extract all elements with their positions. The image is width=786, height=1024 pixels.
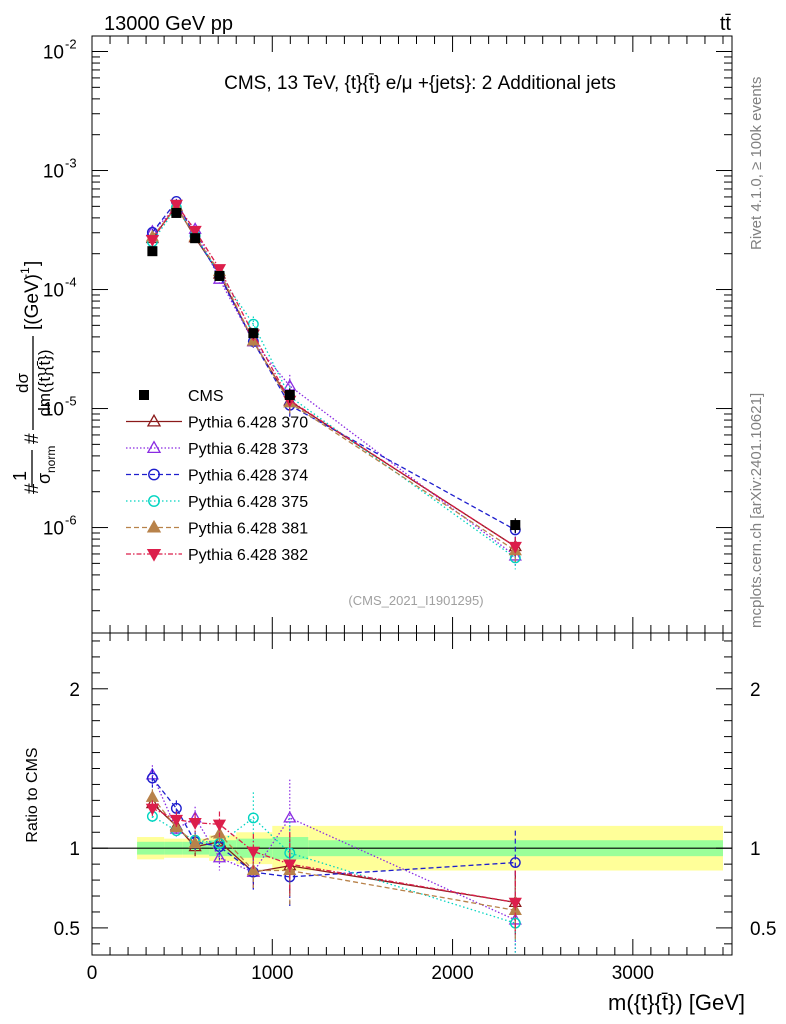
legend-label: Pythia 6.428 375 bbox=[188, 494, 308, 511]
legend-label: Pythia 6.428 381 bbox=[188, 521, 308, 538]
ylabel-frac1-num: 1 bbox=[10, 471, 30, 481]
ylabel-frac1-den-sub: norm bbox=[44, 446, 58, 473]
ratio-series-point bbox=[509, 857, 521, 868]
legend-marker bbox=[146, 548, 162, 562]
ratio-series-point bbox=[247, 812, 259, 824]
legend: CMS Pythia 6.428 370 Pythia 6.428 373 Pythi… bbox=[126, 388, 308, 564]
ratio-y-tick-label-right: 2 bbox=[750, 680, 761, 701]
main-y-tick-label-exp: -5 bbox=[65, 394, 77, 409]
legend-item: Pythia 6.428 374 bbox=[126, 468, 308, 485]
ylabel-hash-1: # bbox=[22, 483, 43, 494]
ratio-y-tick-label: 2 bbox=[69, 680, 80, 701]
main-y-tick-label-exp: -3 bbox=[65, 156, 77, 171]
main-y-tick-label: 10 bbox=[43, 281, 64, 302]
main-data-layer bbox=[147, 207, 521, 533]
x-tick-label: 1000 bbox=[251, 963, 293, 984]
data-point bbox=[284, 389, 295, 400]
ratio-y-tick-label: 0.5 bbox=[54, 919, 80, 940]
legend-item: Pythia 6.428 382 bbox=[126, 547, 308, 564]
data-point bbox=[214, 270, 225, 281]
ratio-series-point bbox=[283, 810, 297, 823]
legend-marker bbox=[146, 413, 162, 427]
plot-title: CMS, 13 TeV, {t}{t̄} e/μ +{jets}: 2 Addi… bbox=[224, 73, 616, 94]
ylabel-hash-2: # bbox=[22, 433, 43, 444]
ratio-series-point bbox=[246, 846, 260, 859]
rivet-version-label: Rivet 4.1.0, ≥ 100k events bbox=[748, 77, 765, 250]
data-point bbox=[190, 233, 201, 244]
ratio-series-point bbox=[188, 836, 202, 849]
ylabel-frac2-den: dm({t}{t̄}) bbox=[35, 349, 54, 416]
x-tick-label: 2000 bbox=[431, 963, 473, 984]
ylabel-frac2-num: dσ bbox=[13, 373, 32, 393]
main-y-tick-label-exp: -6 bbox=[65, 513, 77, 528]
main-series-layer bbox=[145, 195, 522, 570]
main-y-tick-label: 10 bbox=[43, 519, 64, 540]
ratio-series-point bbox=[145, 790, 160, 802]
ratio-series-point bbox=[188, 818, 202, 830]
data-point bbox=[248, 328, 259, 339]
main-series-point bbox=[188, 225, 202, 238]
main-series-point bbox=[145, 235, 160, 247]
legend-label: Pythia 6.428 373 bbox=[188, 441, 308, 458]
main-series-point bbox=[508, 541, 522, 554]
legend-item-data: CMS bbox=[139, 388, 224, 405]
ylabel-unit-exp: -1 bbox=[18, 267, 32, 278]
main-series-point bbox=[212, 264, 227, 276]
ratio-series-point bbox=[508, 897, 522, 910]
main-series-point bbox=[169, 199, 183, 212]
data-point bbox=[510, 520, 521, 531]
main-y-tick-label: 10 bbox=[43, 43, 64, 64]
ratio-series-point bbox=[212, 819, 227, 832]
ylabel-unit: [(GeV) bbox=[22, 274, 43, 330]
header-process-label: tt̄ bbox=[720, 13, 732, 35]
legend-marker bbox=[146, 519, 162, 533]
legend-marker bbox=[148, 468, 160, 481]
ratio-y-tick-label-right: 0.5 bbox=[750, 919, 776, 940]
ratio-series-layer bbox=[145, 765, 522, 955]
legend-marker bbox=[148, 495, 160, 507]
data-point bbox=[147, 246, 158, 257]
ratio-series-point bbox=[212, 850, 227, 863]
header-beam-label: 13000 GeV pp bbox=[104, 13, 233, 35]
mcplots-label: mcplots.cern.ch [arXiv:2401.10621] bbox=[748, 393, 765, 628]
ratio-plot-frame bbox=[91, 632, 733, 956]
ratio-y-tick-label: 1 bbox=[69, 839, 80, 860]
main-y-tick-label: 10 bbox=[43, 162, 64, 183]
legend-label: Pythia 6.428 370 bbox=[188, 415, 308, 432]
analysis-id: (CMS_2021_I1901295) bbox=[348, 593, 483, 608]
legend-label: Pythia 6.428 382 bbox=[188, 547, 308, 564]
ratio-series-point bbox=[145, 803, 160, 816]
ratio-series-point bbox=[169, 814, 183, 827]
legend-data-marker bbox=[139, 390, 149, 400]
ratio-axes: 0 1000 2000 3000 0.5 0.5 1 1 2 2 bbox=[54, 633, 776, 984]
main-axes: 10-610-510-410-310-2 bbox=[43, 36, 732, 633]
data-point bbox=[171, 207, 182, 218]
legend-data-label: CMS bbox=[188, 388, 224, 405]
ratio-series-point bbox=[246, 863, 260, 876]
legend-item: Pythia 6.428 375 bbox=[126, 494, 308, 511]
ratio-series-point bbox=[146, 772, 158, 784]
main-y-axis-label: # 1 σ norm # dσ dm({t}{t̄}) [(GeV) -1 ] bbox=[10, 261, 58, 494]
ratio-y-axis-label: Ratio to CMS bbox=[24, 747, 41, 842]
ylabel-frac1-den: σ bbox=[34, 473, 54, 484]
legend-item: Pythia 6.428 373 bbox=[126, 440, 308, 458]
ratio-series-point bbox=[283, 859, 297, 872]
main-plot-frame bbox=[91, 35, 733, 634]
x-tick-label: 0 bbox=[87, 963, 98, 984]
main-y-tick-label-exp: -4 bbox=[65, 275, 77, 290]
legend-label: Pythia 6.428 374 bbox=[188, 468, 308, 485]
legend-item: Pythia 6.428 370 bbox=[126, 413, 308, 432]
legend-item: Pythia 6.428 381 bbox=[126, 519, 308, 538]
ylabel-unit-close: ] bbox=[22, 261, 43, 266]
ratio-y-tick-label-right: 1 bbox=[750, 839, 761, 860]
x-axis-label: m({t}{t̄}) [GeV] bbox=[608, 990, 745, 1015]
legend-marker bbox=[146, 440, 162, 454]
main-y-tick-label: 10 bbox=[43, 400, 64, 421]
x-tick-label: 3000 bbox=[612, 963, 654, 984]
ratio-uncertainty-bands bbox=[92, 825, 732, 871]
main-y-tick-label-exp: -2 bbox=[65, 37, 77, 52]
